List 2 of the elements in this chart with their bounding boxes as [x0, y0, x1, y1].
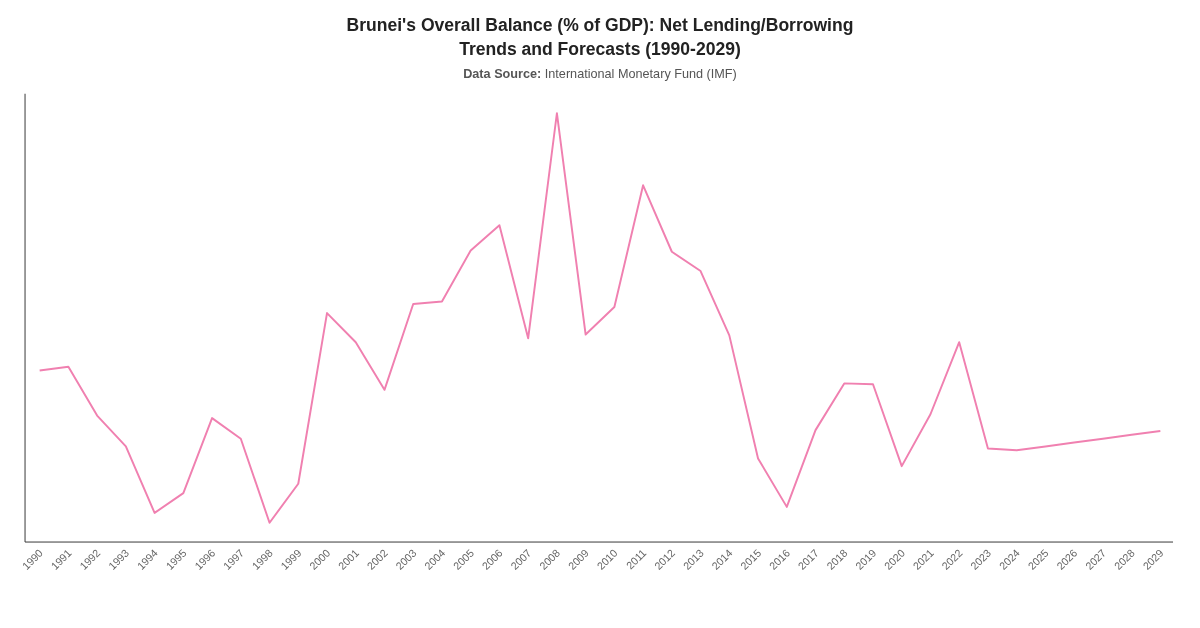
chart-title: Brunei's Overall Balance (% of GDP): Net Lending/Borrowing Trends and Forecasts (1990-2029): [346, 15, 854, 59]
chart-subtitle: Data Source: International Monetary Fund (IMF): [463, 67, 737, 82]
